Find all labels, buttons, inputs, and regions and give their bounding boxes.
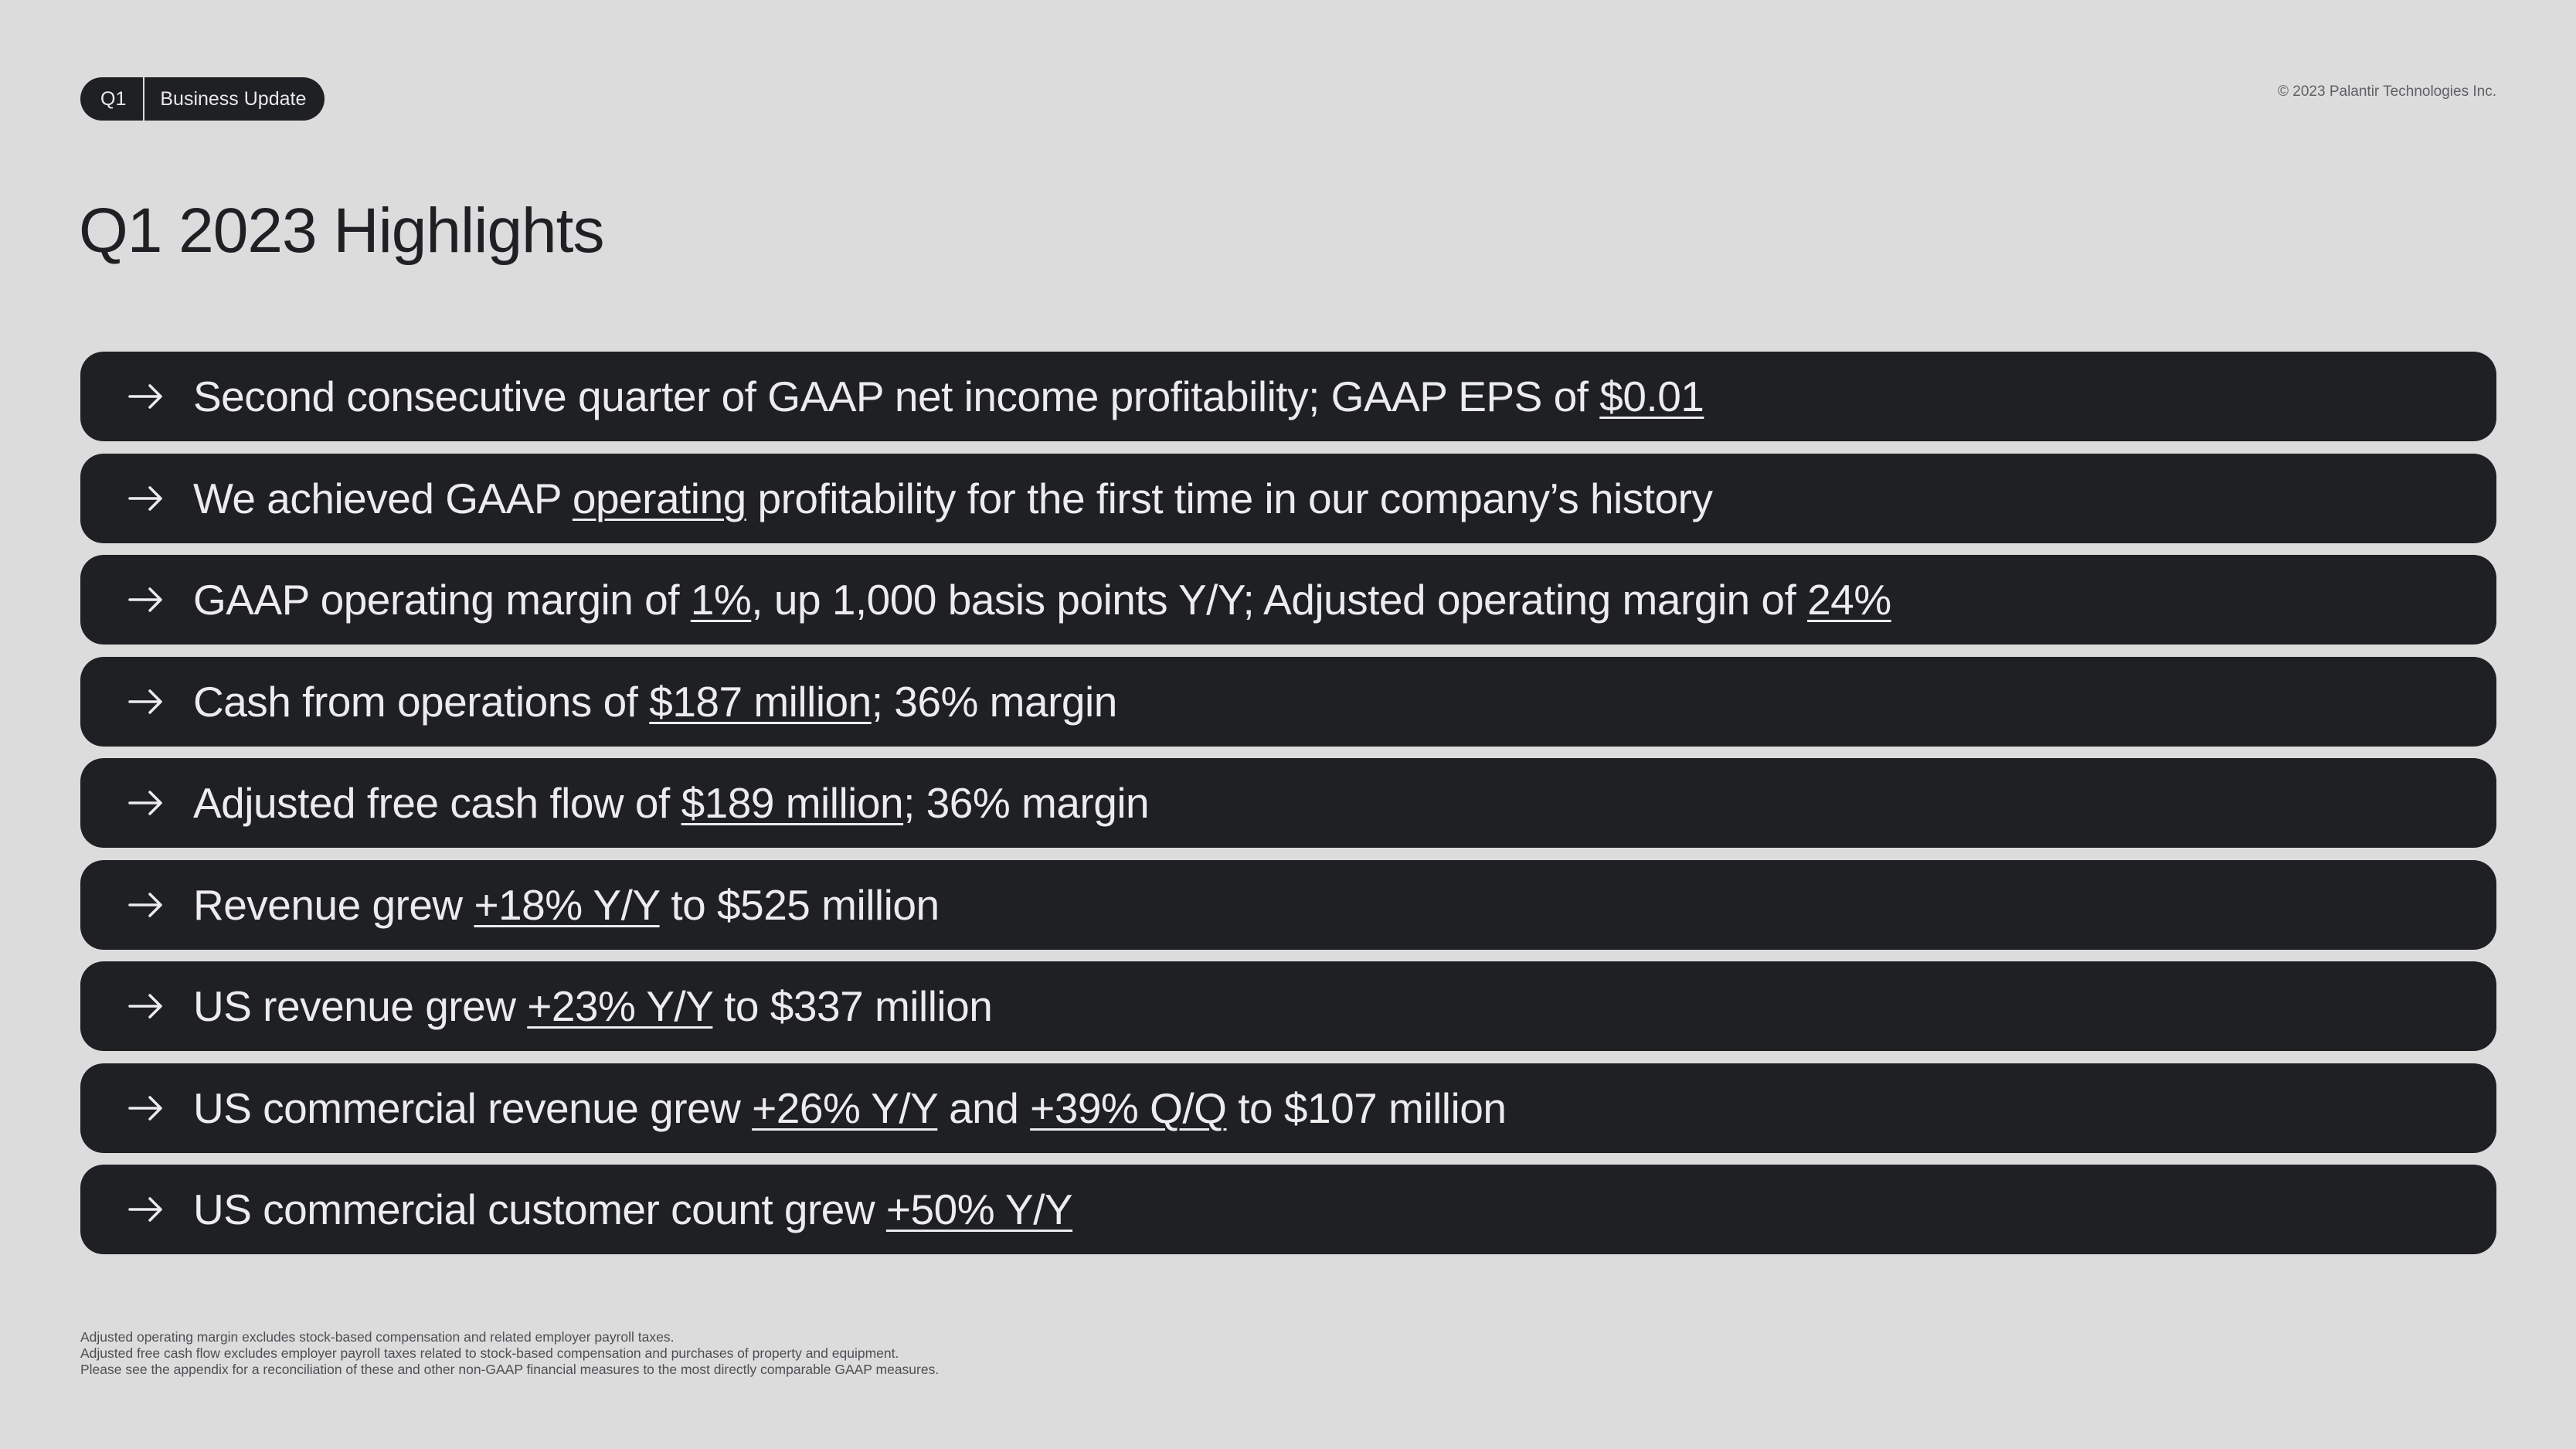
highlight-text: GAAP operating margin of 1%, up 1,000 ba… xyxy=(193,575,1891,624)
highlight-text-segment: to $525 million xyxy=(659,880,940,929)
highlight-text-segment: to $337 million xyxy=(712,982,993,1030)
quarter-tag: Q1 xyxy=(80,77,145,121)
highlight-text-segment: and xyxy=(937,1083,1031,1132)
arrow-right-icon xyxy=(127,686,165,717)
highlight-row: Cash from operations of $187 million; 36… xyxy=(80,656,2496,747)
highlight-metric: 24% xyxy=(1807,576,1891,624)
highlight-metric: $189 million xyxy=(681,779,904,827)
page-title: Q1 2023 Highlights xyxy=(79,196,604,266)
highlight-text-segment: GAAP operating margin of xyxy=(193,576,691,624)
highlight-metric: +26% Y/Y xyxy=(752,1083,938,1132)
section-tag-label: Business Update xyxy=(160,87,307,110)
highlight-row: US commercial customer count grew +50% Y… xyxy=(80,1165,2496,1254)
highlight-row: Second consecutive quarter of GAAP net i… xyxy=(80,352,2496,441)
highlight-text-segment: US commercial revenue grew xyxy=(193,1083,753,1132)
highlight-text: Second consecutive quarter of GAAP net i… xyxy=(193,372,1704,421)
arrow-right-icon xyxy=(127,889,165,920)
highlight-metric: $0.01 xyxy=(1599,372,1704,420)
highlight-row: US commercial revenue grew +26% Y/Y and … xyxy=(80,1063,2496,1153)
highlight-text-segment: US commercial customer count grew xyxy=(193,1185,886,1233)
section-tag: Q1 Business Update xyxy=(80,77,325,121)
highlight-text-segment: Second consecutive quarter of GAAP net i… xyxy=(193,372,1600,420)
arrow-right-icon xyxy=(127,584,165,615)
highlight-row: Revenue grew +18% Y/Y to $525 million xyxy=(80,859,2496,950)
highlight-row: We achieved GAAP operating profitability… xyxy=(80,453,2496,543)
highlight-row: US revenue grew +23% Y/Y to $337 million xyxy=(80,961,2496,1051)
copyright-notice: © 2023 Palantir Technologies Inc. xyxy=(2278,83,2496,100)
highlight-text: Cash from operations of $187 million; 36… xyxy=(193,677,1117,726)
footnotes: Adjusted operating margin excludes stock… xyxy=(80,1329,939,1378)
highlight-text-segment: Revenue grew xyxy=(193,880,474,929)
highlight-text: We achieved GAAP operating profitability… xyxy=(193,474,1713,523)
highlight-text-segment: to $107 million xyxy=(1226,1083,1507,1132)
highlight-metric: +18% Y/Y xyxy=(474,880,660,929)
arrow-right-icon xyxy=(127,483,165,514)
highlight-text-segment: US revenue grew xyxy=(193,982,528,1030)
arrow-right-icon xyxy=(127,381,165,412)
highlight-text: Adjusted free cash flow of $189 million;… xyxy=(193,778,1150,828)
highlight-metric: +50% Y/Y xyxy=(885,1185,1073,1233)
highlight-text: US commercial customer count grew +50% Y… xyxy=(193,1185,1073,1234)
footnote-appendix-reference: Please see the appendix for a reconcilia… xyxy=(80,1362,940,1377)
highlight-text-segment: , up 1,000 basis points Y/Y; Adjusted op… xyxy=(751,576,1808,624)
highlight-metric: 1% xyxy=(690,576,752,624)
highlight-row: Adjusted free cash flow of $189 million;… xyxy=(80,758,2496,848)
highlight-text: US commercial revenue grew +26% Y/Y and … xyxy=(193,1083,1507,1133)
highlight-text: US revenue grew +23% Y/Y to $337 million xyxy=(193,981,993,1031)
highlight-metric: operating xyxy=(572,474,746,522)
highlight-metric: +23% Y/Y xyxy=(527,982,713,1030)
highlight-metric: $187 million xyxy=(649,677,872,726)
arrow-right-icon xyxy=(127,1194,165,1225)
highlight-text-segment: Cash from operations of xyxy=(193,677,650,726)
highlight-text: Revenue grew +18% Y/Y to $525 million xyxy=(193,880,940,930)
highlight-text-segment: profitability for the first time in our … xyxy=(746,474,1713,522)
highlight-text-segment: ; 36% margin xyxy=(903,779,1150,827)
arrow-right-icon xyxy=(127,991,165,1022)
footnote-adjusted-free-cash-flow: Adjusted free cash flow excludes employe… xyxy=(80,1345,899,1361)
footnote-adjusted-operating-margin: Adjusted operating margin excludes stock… xyxy=(80,1329,675,1345)
arrow-right-icon xyxy=(127,787,165,818)
highlights-list: Second consecutive quarter of GAAP net i… xyxy=(80,352,2496,1267)
highlight-text-segment: We achieved GAAP xyxy=(193,474,573,522)
highlight-text-segment: Adjusted free cash flow of xyxy=(193,779,681,827)
highlight-text-segment: ; 36% margin xyxy=(871,677,1118,726)
highlight-metric: +39% Q/Q xyxy=(1030,1083,1227,1132)
arrow-right-icon xyxy=(127,1093,165,1124)
highlight-row: GAAP operating margin of 1%, up 1,000 ba… xyxy=(80,555,2496,645)
